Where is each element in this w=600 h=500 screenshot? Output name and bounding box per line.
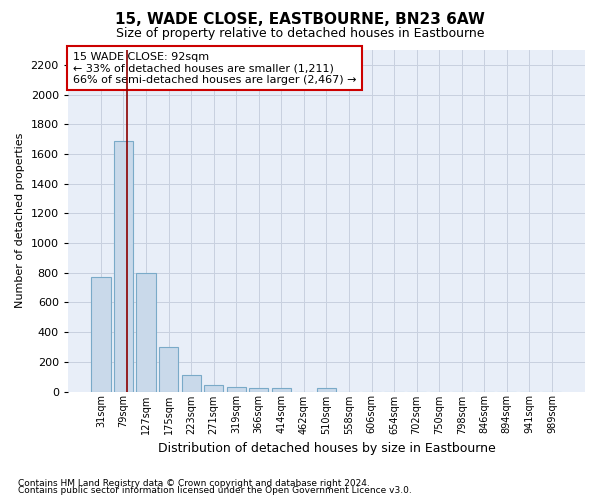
Bar [272,388,291,392]
Bar [114,140,133,392]
X-axis label: Distribution of detached houses by size in Eastbourne: Distribution of detached houses by size … [158,442,495,455]
Bar [249,388,268,392]
Bar [227,387,246,392]
Bar [204,386,223,392]
Bar [317,388,336,392]
Bar [182,375,201,392]
Bar [91,277,110,392]
Text: Contains public sector information licensed under the Open Government Licence v3: Contains public sector information licen… [18,486,412,495]
Bar [159,347,178,392]
Text: Size of property relative to detached houses in Eastbourne: Size of property relative to detached ho… [116,28,484,40]
Y-axis label: Number of detached properties: Number of detached properties [15,133,25,308]
Bar [136,274,155,392]
Text: Contains HM Land Registry data © Crown copyright and database right 2024.: Contains HM Land Registry data © Crown c… [18,478,370,488]
Text: 15, WADE CLOSE, EASTBOURNE, BN23 6AW: 15, WADE CLOSE, EASTBOURNE, BN23 6AW [115,12,485,28]
Text: 15 WADE CLOSE: 92sqm
← 33% of detached houses are smaller (1,211)
66% of semi-de: 15 WADE CLOSE: 92sqm ← 33% of detached h… [73,52,356,85]
